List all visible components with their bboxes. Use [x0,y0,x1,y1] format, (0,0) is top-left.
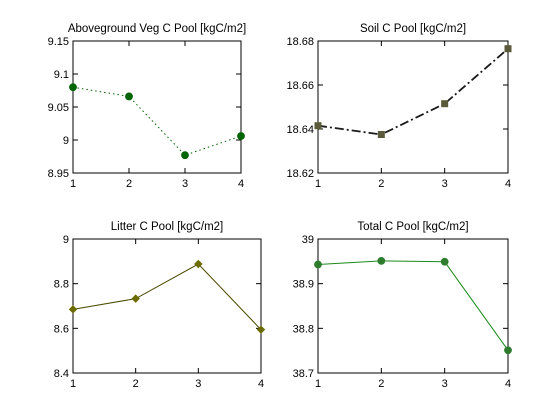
y-tick-label: 9.15 [48,36,69,48]
y-tick-label: 18.66 [286,80,314,92]
data-point [504,45,512,53]
y-tick-label: 8.4 [54,368,69,380]
y-tick-label: 38.7 [293,368,314,380]
x-tick-label: 4 [505,378,511,390]
data-point [256,325,266,334]
subplot-title: Soil C Pool [kgC/m2] [360,23,466,35]
axes-frame [317,40,509,174]
x-tick-label: 4 [258,378,264,390]
series-line [72,86,242,156]
y-tick-label: 9 [63,234,69,246]
y-tick-label: 18.68 [286,36,314,48]
data-point [377,131,385,138]
y-tick-label: 39 [302,234,314,246]
y-tick-label: 8.95 [48,168,69,180]
y-tick-label: 18.62 [286,168,314,180]
subplot-4: Total C Pool [kgC/m2] 1 2 3 4 38.7 38.8 38.9 39 [293,221,512,390]
x-tick-label: 3 [182,178,188,190]
subplot-3: Litter C Pool [kgC/m2] 1 2 3 4 8.4 8.6 8.8 9 [54,221,266,390]
axes-frame [317,238,509,374]
data-point [194,259,203,269]
y-tick-label: 38.8 [293,323,314,335]
data-point [440,257,449,266]
data-point [125,92,133,101]
x-tick-label: 2 [133,378,139,390]
data-point [314,260,322,269]
x-tick-label: 4 [238,178,244,190]
axes-frame [72,40,242,174]
x-tick-label: 1 [70,378,76,390]
y-tick-label: 8.6 [54,323,69,335]
subplot-title: Litter C Pool [kgC/m2] [111,221,223,233]
subplot-1: Aboveground Veg C Pool [kgC/m2] 1 2 3 4 8.95 9… [48,23,247,190]
data-point [131,294,140,303]
data-point [504,346,512,355]
y-tick-label: 18.64 [286,124,314,136]
series-line [72,263,262,331]
axes-frame [72,238,262,374]
x-tick-label: 1 [315,378,321,390]
x-tick-label: 1 [70,178,76,190]
y-tick-label: 9.05 [48,102,69,114]
y-tick-label: 8.8 [54,279,69,291]
x-tick-label: 2 [126,178,132,190]
y-tick-label: 9 [63,135,69,147]
data-point [377,256,386,265]
data-point [69,83,77,92]
series-line [317,48,509,136]
subplot-title: Aboveground Veg C Pool [kgC/m2] [68,23,246,35]
subplot-title: Total C Pool [kgC/m2] [357,221,468,233]
data-point [68,305,78,314]
x-tick-label: 3 [442,178,448,190]
y-tick-label: 9.1 [54,69,69,81]
x-tick-label: 4 [505,178,511,190]
x-tick-label: 2 [378,378,384,390]
x-tick-label: 2 [378,178,384,190]
data-point [314,122,322,130]
series-line [317,260,509,351]
subplot-2: Soil C Pool [kgC/m2] 1 2 3 4 18.62 18.64 18.66 1… [286,23,512,190]
y-tick-label: 38.9 [293,279,314,291]
x-tick-label: 3 [442,378,448,390]
x-tick-label: 1 [315,178,321,190]
data-point [181,151,189,160]
data-point [237,132,245,140]
x-tick-label: 3 [195,378,201,390]
data-point [441,100,449,108]
